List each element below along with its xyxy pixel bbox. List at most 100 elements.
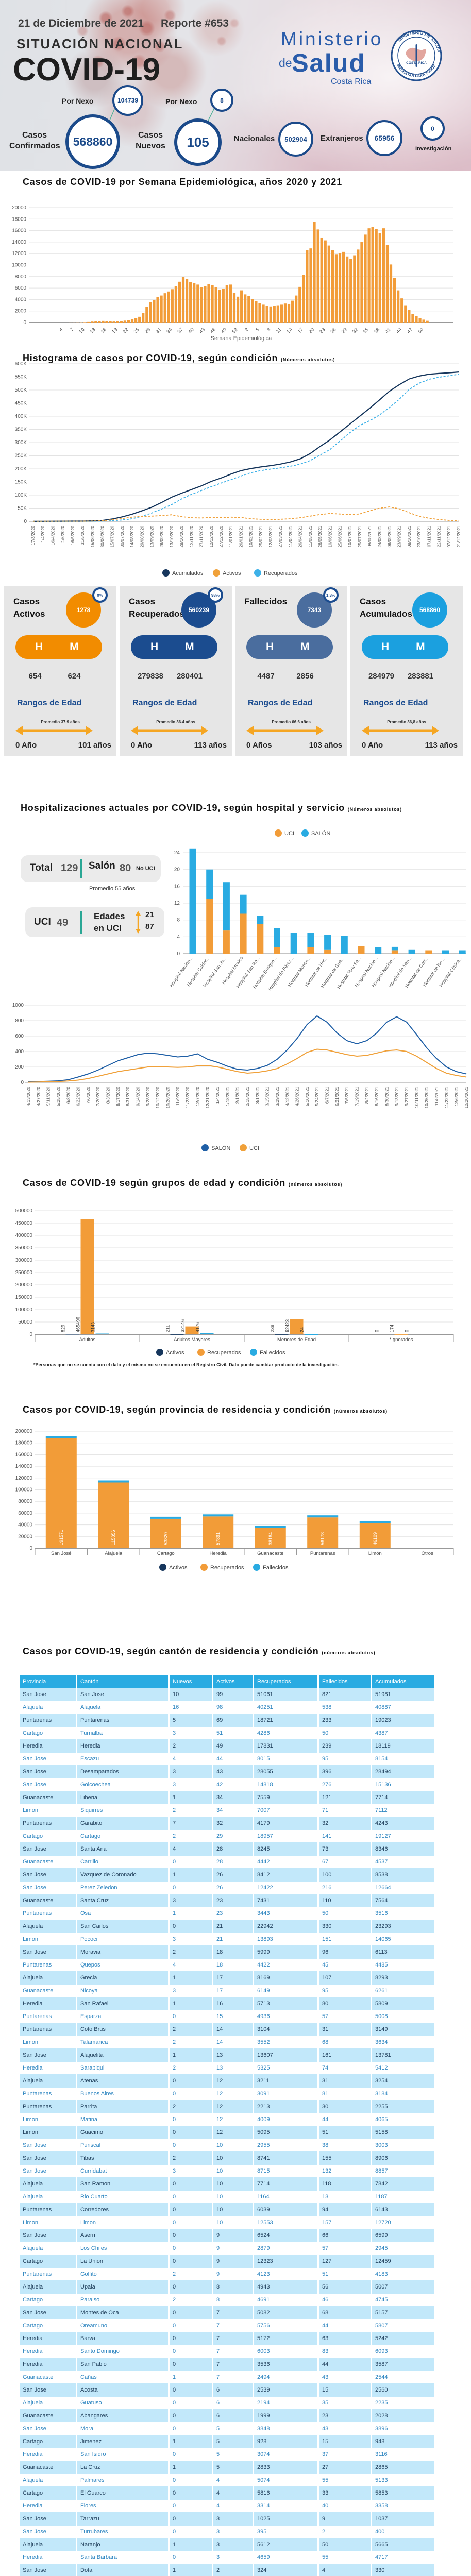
svg-text:115856: 115856: [111, 1530, 116, 1545]
svg-text:150000: 150000: [15, 1295, 33, 1300]
svg-text:SALÓN: SALÓN: [211, 1145, 230, 1151]
svg-text:450000: 450000: [15, 1221, 33, 1226]
svg-text:10: 10: [78, 327, 86, 334]
svg-text:120000: 120000: [15, 1476, 33, 1481]
svg-text:5/11/2020: 5/11/2020: [46, 1087, 51, 1106]
svg-text:12000: 12000: [12, 251, 26, 257]
svg-text:300000: 300000: [15, 1258, 33, 1263]
svg-text:Guanacaste: Guanacaste: [257, 1551, 283, 1556]
svg-text:600: 600: [15, 1033, 24, 1039]
svg-text:28: 28: [144, 327, 152, 334]
svg-text:450K: 450K: [15, 401, 27, 406]
svg-text:12/6/2021: 12/6/2021: [454, 1087, 459, 1106]
svg-text:11/05/2021: 11/05/2021: [308, 526, 313, 547]
svg-text:7/5/2021: 7/5/2021: [344, 1087, 349, 1104]
svg-text:80000: 80000: [18, 1499, 32, 1504]
svg-text:200K: 200K: [15, 466, 27, 472]
svg-text:12/03/2021: 12/03/2021: [268, 526, 273, 548]
svg-text:10/11/2021: 10/11/2021: [414, 1087, 419, 1108]
svg-text:40: 40: [188, 327, 195, 334]
svg-text:Adultos Mayores: Adultos Mayores: [174, 1337, 210, 1343]
svg-text:6/22/2020: 6/22/2020: [76, 1087, 81, 1106]
svg-text:26/04/2021: 26/04/2021: [298, 526, 303, 548]
svg-text:25: 25: [133, 327, 141, 334]
svg-text:4/27/2020: 4/27/2020: [36, 1087, 41, 1106]
svg-text:18000: 18000: [12, 216, 26, 222]
svg-text:34: 34: [165, 327, 173, 334]
svg-text:3143: 3143: [91, 1322, 96, 1332]
svg-text:28/10/2020: 28/10/2020: [179, 526, 184, 548]
svg-text:52: 52: [231, 327, 239, 334]
svg-text:16000: 16000: [12, 228, 26, 234]
svg-text:49: 49: [220, 327, 228, 334]
svg-text:350000: 350000: [15, 1245, 33, 1251]
svg-text:8: 8: [177, 918, 180, 923]
svg-text:29/08/2020: 29/08/2020: [139, 526, 144, 548]
svg-text:0: 0: [21, 1080, 24, 1086]
svg-text:0: 0: [23, 320, 26, 326]
svg-text:25/02/2021: 25/02/2021: [258, 526, 263, 548]
svg-text:56178: 56178: [320, 1532, 325, 1545]
svg-text:0: 0: [375, 1330, 380, 1332]
svg-text:7/19/2021: 7/19/2021: [355, 1087, 360, 1106]
svg-text:60000: 60000: [18, 1511, 32, 1516]
svg-text:2000: 2000: [15, 309, 27, 314]
svg-text:2: 2: [244, 327, 250, 333]
svg-text:Fallecidos: Fallecidos: [260, 1350, 285, 1356]
svg-text:Acumulados: Acumulados: [172, 570, 204, 577]
svg-text:8/31/2020: 8/31/2020: [125, 1087, 130, 1106]
svg-text:20: 20: [174, 867, 180, 873]
svg-text:31/5/2020: 31/5/2020: [80, 526, 85, 545]
svg-text:Recuperados: Recuperados: [264, 570, 298, 577]
svg-text:0: 0: [29, 1546, 32, 1551]
svg-text:27/12/2020: 27/12/2020: [218, 526, 224, 548]
svg-text:23/10/2021: 23/10/2021: [416, 526, 422, 548]
svg-text:30/07/2020: 30/07/2020: [120, 526, 125, 548]
svg-text:16/4/2020: 16/4/2020: [50, 526, 55, 545]
svg-text:Menores de Edad: Menores de Edad: [277, 1337, 316, 1343]
svg-text:43: 43: [198, 327, 206, 334]
svg-text:15/07/2020: 15/07/2020: [110, 526, 115, 548]
svg-text:SALÓN: SALÓN: [311, 830, 330, 837]
svg-text:Activos: Activos: [169, 1565, 188, 1571]
svg-text:62423: 62423: [285, 1319, 290, 1332]
svg-text:20000: 20000: [12, 205, 26, 211]
svg-text:28/09/2020: 28/09/2020: [159, 526, 164, 548]
svg-text:9/14/2020: 9/14/2020: [136, 1087, 141, 1106]
svg-text:9/28/2020: 9/28/2020: [145, 1087, 150, 1106]
svg-text:Recuperados: Recuperados: [207, 1350, 241, 1356]
svg-text:12/21/2020: 12/21/2020: [205, 1087, 210, 1109]
svg-text:57891: 57891: [215, 1532, 221, 1545]
svg-text:100K: 100K: [15, 493, 27, 498]
svg-text:12/20/2021: 12/20/2021: [464, 1087, 469, 1109]
svg-text:1/18/2021: 1/18/2021: [225, 1087, 230, 1106]
svg-text:27/03/2021: 27/03/2021: [278, 526, 283, 548]
svg-text:600K: 600K: [15, 361, 27, 367]
svg-text:26: 26: [329, 327, 337, 334]
svg-text:2/15/2021: 2/15/2021: [245, 1087, 250, 1106]
svg-text:0: 0: [24, 519, 27, 524]
svg-text:38: 38: [373, 327, 381, 334]
svg-text:40000: 40000: [18, 1522, 32, 1528]
svg-text:29: 29: [341, 327, 348, 334]
svg-text:250K: 250K: [15, 453, 27, 459]
svg-text:160000: 160000: [15, 1452, 33, 1458]
svg-text:0: 0: [177, 951, 180, 957]
svg-text:25/07/2021: 25/07/2021: [357, 526, 362, 548]
svg-text:4000: 4000: [15, 297, 27, 302]
svg-text:140000: 140000: [15, 1464, 33, 1469]
svg-text:35: 35: [362, 327, 370, 334]
svg-text:08/10/2021: 08/10/2021: [407, 526, 412, 548]
svg-text:15/06/2020: 15/06/2020: [90, 526, 95, 548]
svg-text:5/10/2021: 5/10/2021: [305, 1087, 310, 1106]
svg-text:7: 7: [69, 327, 75, 333]
svg-text:3/29/2021: 3/29/2021: [275, 1087, 280, 1106]
svg-text:COSTA RICA: COSTA RICA: [406, 61, 427, 65]
svg-text:12: 12: [174, 901, 180, 906]
svg-text:50: 50: [417, 327, 425, 334]
svg-text:4: 4: [58, 327, 64, 333]
svg-text:37: 37: [176, 327, 184, 334]
svg-text:350K: 350K: [15, 427, 27, 433]
svg-text:4/13/2020: 4/13/2020: [26, 1087, 31, 1106]
svg-text:20000: 20000: [18, 1534, 32, 1539]
